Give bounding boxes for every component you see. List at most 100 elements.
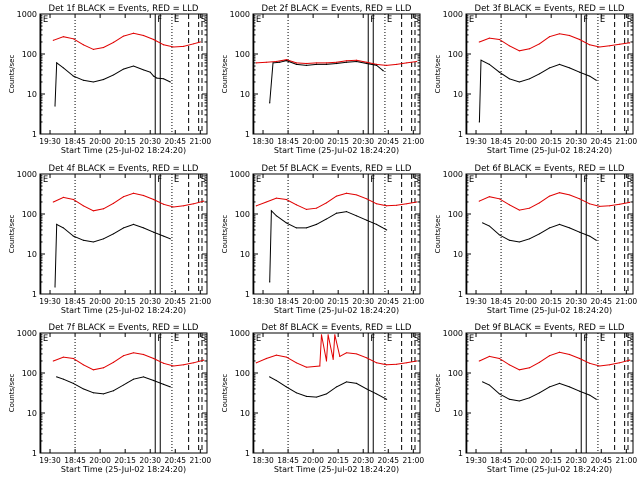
data-point bbox=[518, 81, 521, 83]
data-point bbox=[375, 362, 378, 364]
y-tick-label: 1000 bbox=[230, 329, 250, 338]
x-axis-label: Start Time (25-Jul-02 18:24:20) bbox=[274, 465, 399, 474]
data-point bbox=[112, 390, 115, 392]
y-axis-label: Counts/sec bbox=[8, 55, 16, 94]
data-point bbox=[325, 360, 328, 362]
panel-title: Det 4f BLACK = Events, RED = LLD bbox=[49, 164, 199, 174]
series-events bbox=[478, 59, 597, 123]
y-tick-label: 10 bbox=[27, 409, 37, 418]
data-point bbox=[325, 202, 328, 204]
data-point bbox=[332, 358, 334, 360]
marker-label: E bbox=[600, 175, 605, 185]
data-point bbox=[518, 50, 521, 52]
x-tick-label: 21:00 bbox=[190, 297, 212, 306]
data-point bbox=[528, 48, 531, 50]
data-point bbox=[62, 227, 64, 229]
data-point bbox=[112, 202, 115, 204]
x-tick-label: 20:15 bbox=[114, 456, 136, 465]
data-point bbox=[319, 365, 321, 367]
data-point bbox=[92, 392, 95, 394]
data-point bbox=[102, 78, 105, 81]
y-tick-label: 100 bbox=[235, 210, 250, 219]
data-point bbox=[54, 105, 56, 107]
data-point bbox=[548, 67, 551, 69]
data-point bbox=[112, 41, 115, 43]
data-point bbox=[345, 192, 348, 194]
marker-label: S bbox=[627, 334, 632, 344]
data-point bbox=[538, 73, 541, 75]
y-tick-label: 1000 bbox=[17, 10, 37, 19]
data-point bbox=[498, 198, 500, 200]
data-point bbox=[578, 71, 581, 73]
x-tick-label: 18:45 bbox=[64, 137, 86, 146]
data-point bbox=[578, 357, 581, 360]
data-point bbox=[315, 396, 318, 398]
y-tick-label: 1000 bbox=[443, 170, 463, 179]
data-point bbox=[162, 383, 165, 385]
data-point bbox=[375, 393, 378, 395]
data-point bbox=[498, 71, 500, 73]
data-point bbox=[72, 357, 74, 360]
marker-label: S bbox=[201, 175, 206, 185]
data-point bbox=[406, 203, 408, 205]
marker-label: F bbox=[583, 175, 588, 185]
data-point bbox=[327, 334, 329, 336]
data-point bbox=[578, 38, 581, 41]
data-point bbox=[538, 392, 541, 394]
data-point bbox=[279, 61, 281, 63]
data-point bbox=[142, 69, 145, 71]
data-point bbox=[488, 225, 490, 227]
data-point bbox=[193, 203, 195, 205]
data-point bbox=[609, 364, 611, 366]
data-point bbox=[335, 386, 338, 388]
marker-label: E bbox=[174, 334, 179, 344]
panel-6: Det 6f BLACK = Events, RED = LLD 1 10 100 10… bbox=[434, 164, 637, 315]
data-point bbox=[416, 201, 418, 203]
x-tick-label: 20:30 bbox=[139, 456, 161, 465]
data-point bbox=[152, 379, 155, 382]
data-point bbox=[62, 67, 64, 69]
data-point bbox=[538, 202, 541, 204]
plot-frame bbox=[39, 173, 208, 295]
data-point bbox=[599, 205, 601, 207]
y-tick-label: 1000 bbox=[230, 10, 250, 19]
data-point bbox=[335, 61, 338, 63]
data-point bbox=[335, 62, 338, 65]
marker-label: E bbox=[256, 334, 261, 344]
data-point bbox=[162, 203, 165, 205]
data-point bbox=[92, 241, 95, 243]
data-point bbox=[595, 239, 597, 241]
x-tick-label: 20:00 bbox=[89, 137, 111, 146]
data-point bbox=[325, 218, 328, 220]
panel-5: Det 5f BLACK = Events, RED = LLD 1 10 100 10… bbox=[221, 164, 424, 315]
x-tick-label: 18:45 bbox=[490, 456, 512, 465]
data-point bbox=[305, 366, 308, 368]
y-tick-label: 10 bbox=[240, 90, 250, 99]
data-point bbox=[320, 334, 323, 336]
data-point bbox=[56, 376, 58, 378]
data-point bbox=[588, 362, 591, 364]
y-tick-label: 1000 bbox=[443, 10, 463, 19]
data-point bbox=[142, 227, 145, 229]
data-point bbox=[56, 223, 58, 225]
series-events bbox=[269, 60, 384, 103]
x-tick-label: 18:45 bbox=[64, 297, 86, 306]
x-tick-label: 20:15 bbox=[540, 456, 562, 465]
data-point bbox=[498, 234, 500, 236]
marker-label: F bbox=[370, 15, 375, 25]
data-point bbox=[548, 355, 551, 357]
data-point bbox=[102, 238, 105, 240]
data-point bbox=[112, 233, 115, 235]
y-axis-label: Counts/sec bbox=[221, 55, 229, 94]
data-point bbox=[102, 393, 105, 395]
data-point bbox=[558, 192, 561, 194]
data-point bbox=[588, 235, 591, 237]
x-tick-label: 18:45 bbox=[277, 297, 299, 306]
data-point bbox=[272, 62, 274, 64]
x-tick-label: 20:15 bbox=[540, 137, 562, 146]
data-point bbox=[548, 386, 551, 388]
data-point bbox=[295, 62, 298, 64]
data-point bbox=[588, 44, 591, 46]
data-point bbox=[152, 231, 155, 233]
data-point bbox=[386, 64, 388, 66]
